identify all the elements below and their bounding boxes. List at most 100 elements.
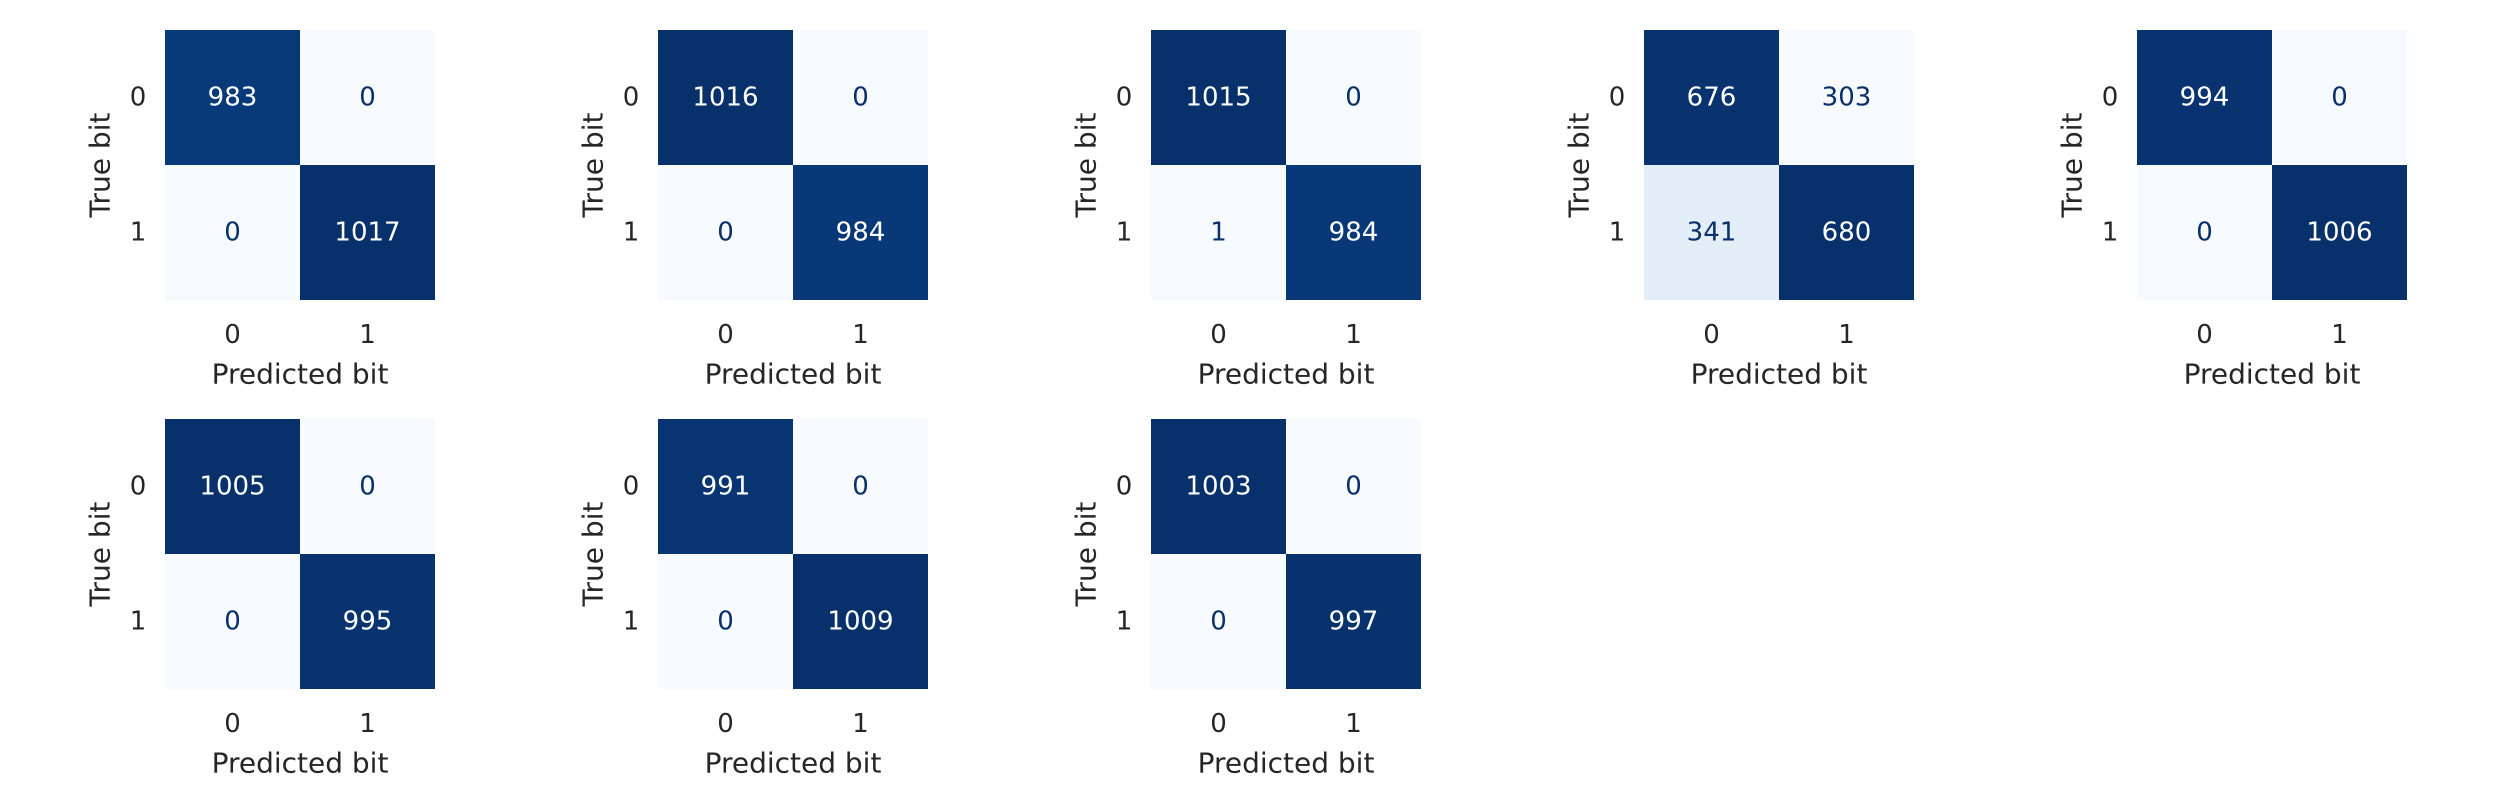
heatmap-cell [1151, 554, 1286, 689]
y-tick-label: 0 [623, 83, 640, 113]
x-tick-label: 1 [2331, 320, 2348, 350]
cell-value-label: 0 [717, 218, 734, 248]
cell-value-label: 1017 [334, 218, 400, 248]
heatmap-cell [1151, 165, 1286, 300]
cell-value-label: 303 [1822, 83, 1872, 113]
confusion-matrix-3: 1015 0 1 984 0 1 0 1 Predicted bit True bit [1070, 30, 1421, 391]
y-axis-label: True bit [1563, 113, 1596, 219]
cell-value-label: 984 [1329, 218, 1379, 248]
x-tick-label: 1 [359, 709, 376, 739]
confusion-matrix-2: 1016 0 0 984 0 1 0 1 Predicted bit True bit [577, 30, 928, 391]
x-axis-label: Predicted bit [1198, 358, 1375, 391]
heatmap-cell [1286, 30, 1421, 165]
cell-value-label: 994 [2180, 83, 2230, 113]
cell-value-label: 341 [1687, 218, 1737, 248]
cell-value-label: 983 [208, 83, 258, 113]
y-axis-label: True bit [1070, 113, 1103, 219]
y-tick-label: 1 [2102, 218, 2119, 248]
y-axis-label: True bit [2056, 113, 2089, 219]
heatmap-cell [1286, 165, 1421, 300]
x-axis-label: Predicted bit [2184, 358, 2361, 391]
cell-value-label: 1005 [199, 472, 265, 502]
cell-value-label: 0 [359, 83, 376, 113]
heatmap-cell [1151, 30, 1286, 165]
x-tick-label: 0 [1210, 320, 1227, 350]
heatmap-cell [165, 554, 300, 689]
cell-value-label: 0 [852, 472, 869, 502]
cell-value-label: 0 [359, 472, 376, 502]
y-tick-label: 0 [130, 83, 147, 113]
y-axis-label: True bit [84, 502, 117, 608]
cell-value-label: 676 [1687, 83, 1737, 113]
heatmap-cell [793, 165, 928, 300]
heatmap-cell [1779, 30, 1914, 165]
y-tick-label: 1 [1116, 218, 1133, 248]
y-tick-label: 1 [623, 218, 640, 248]
heatmap-cell [165, 419, 300, 554]
cell-value-label: 680 [1822, 218, 1872, 248]
x-tick-label: 0 [224, 709, 241, 739]
y-tick-label: 1 [130, 218, 147, 248]
heatmap-cell [793, 419, 928, 554]
heatmap-cell [165, 165, 300, 300]
cell-value-label: 0 [2196, 218, 2213, 248]
heatmap-cell [1151, 419, 1286, 554]
cell-value-label: 1006 [2306, 218, 2372, 248]
cell-value-label: 1 [1210, 218, 1227, 248]
heatmap-cell [300, 165, 435, 300]
cell-value-label: 0 [1345, 472, 1362, 502]
cell-value-label: 991 [701, 472, 751, 502]
cell-value-label: 995 [343, 607, 393, 637]
y-tick-label: 1 [1609, 218, 1626, 248]
heatmap-cell [1779, 165, 1914, 300]
heatmap-cell [1644, 30, 1779, 165]
heatmap-cell [2137, 165, 2272, 300]
x-tick-label: 1 [359, 320, 376, 350]
heatmap-cell [793, 30, 928, 165]
heatmap-cell [300, 554, 435, 689]
x-tick-label: 0 [2196, 320, 2213, 350]
y-axis-label: True bit [84, 113, 117, 219]
heatmap-cell [165, 30, 300, 165]
x-tick-label: 1 [1345, 320, 1362, 350]
cell-value-label: 1015 [1185, 83, 1251, 113]
cell-value-label: 0 [1345, 83, 1362, 113]
x-axis-label: Predicted bit [212, 358, 389, 391]
y-tick-label: 0 [623, 472, 640, 502]
heatmap-cell [2137, 30, 2272, 165]
y-tick-label: 0 [2102, 83, 2119, 113]
heatmap-cell [1644, 165, 1779, 300]
x-tick-label: 0 [224, 320, 241, 350]
y-axis-label: True bit [577, 502, 610, 608]
confusion-matrix-6: 1005 0 0 995 0 1 0 1 Predicted bit True bit [84, 419, 435, 780]
heatmap-cell [2272, 165, 2407, 300]
heatmap-cell [2272, 30, 2407, 165]
heatmap-cell [658, 419, 793, 554]
confusion-matrix-5: 994 0 0 1006 0 1 0 1 Predicted bit True bit [2056, 30, 2407, 391]
heatmap-cell [1286, 554, 1421, 689]
cell-value-label: 997 [1329, 607, 1379, 637]
y-tick-label: 0 [130, 472, 147, 502]
y-tick-label: 1 [623, 607, 640, 637]
x-tick-label: 0 [717, 320, 734, 350]
cell-value-label: 0 [852, 83, 869, 113]
x-tick-label: 0 [1703, 320, 1720, 350]
cell-value-label: 0 [224, 218, 241, 248]
y-tick-label: 0 [1116, 83, 1133, 113]
heatmap-cell [658, 30, 793, 165]
cell-value-label: 1016 [692, 83, 758, 113]
cell-value-label: 1009 [827, 607, 893, 637]
y-axis-label: True bit [577, 113, 610, 219]
cell-value-label: 0 [2331, 83, 2348, 113]
cell-value-label: 0 [224, 607, 241, 637]
confusion-matrix-4: 676 303 341 680 0 1 0 1 Predicted bit True bit [1563, 30, 1914, 391]
x-tick-label: 1 [1345, 709, 1362, 739]
x-axis-label: Predicted bit [705, 358, 882, 391]
heatmap-cell [658, 165, 793, 300]
heatmap-cell [300, 30, 435, 165]
y-tick-label: 1 [130, 607, 147, 637]
confusion-matrix-8: 1003 0 0 997 0 1 0 1 Predicted bit True bit [1070, 419, 1421, 780]
cell-value-label: 0 [717, 607, 734, 637]
x-axis-label: Predicted bit [705, 747, 882, 780]
